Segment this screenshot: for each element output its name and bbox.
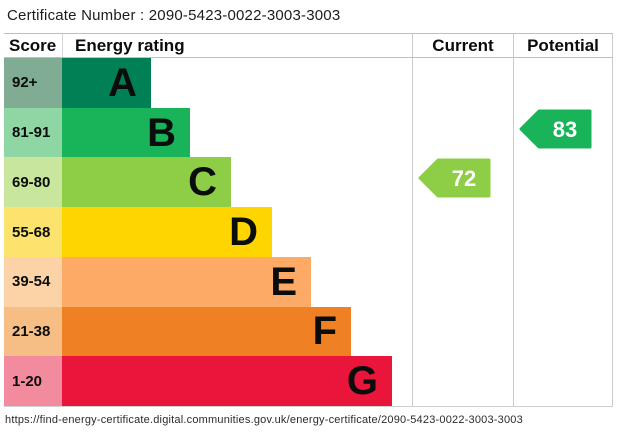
current-rating-arrow: 72 — [418, 158, 491, 198]
band-letter: D — [229, 210, 258, 255]
band-bar-area: F — [62, 306, 412, 357]
band-row: 55-68 D — [4, 207, 412, 257]
band-score-range: 1-20 — [4, 356, 62, 407]
header-potential: Potential — [513, 34, 613, 57]
band-letter: E — [270, 259, 297, 304]
band-bar: F — [62, 306, 351, 357]
certificate-url: https://find-energy-certificate.digital.… — [5, 414, 523, 426]
band-bar-area: C — [62, 157, 412, 208]
band-row: 92+ A — [4, 58, 412, 108]
band-bar-area: G — [62, 356, 412, 407]
energy-rating-table: Score Energy rating Current Potential 92… — [4, 33, 613, 407]
band-bar: E — [62, 256, 311, 307]
band-row: 39-54 E — [4, 256, 412, 307]
band-bar: B — [62, 107, 190, 158]
band-score-range: 55-68 — [4, 207, 62, 257]
band-bar-area: A — [62, 58, 412, 108]
header-current: Current — [412, 34, 513, 57]
rating-arrow-value: 72 — [452, 166, 476, 191]
band-row: 1-20 G — [4, 356, 412, 407]
band-score-range: 81-91 — [4, 107, 62, 158]
band-letter: B — [147, 110, 176, 155]
rating-arrow-shape — [519, 109, 592, 149]
band-letter: G — [346, 359, 378, 404]
rating-bands: 92+ A 81-91 B 69-80 C 55-68 D — [4, 58, 412, 407]
band-score-range: 69-80 — [4, 157, 62, 208]
rating-arrow-value: 83 — [553, 117, 577, 142]
potential-rating-column: 83 — [513, 58, 613, 406]
current-rating-column: 72 — [412, 58, 513, 406]
band-score-range: 21-38 — [4, 306, 62, 357]
band-bar: G — [62, 356, 392, 407]
band-bar-area: E — [62, 256, 412, 307]
band-bar-area: D — [62, 207, 412, 257]
band-row: 81-91 B — [4, 107, 412, 158]
table-header-row: Score Energy rating Current Potential — [4, 33, 613, 58]
band-score-range: 39-54 — [4, 256, 62, 307]
header-energy-rating: Energy rating — [62, 34, 412, 57]
band-letter: F — [312, 309, 337, 354]
table-body: 92+ A 81-91 B 69-80 C 55-68 D — [4, 58, 613, 407]
band-bar: C — [62, 157, 231, 208]
band-bar: A — [62, 58, 151, 108]
band-row: 21-38 F — [4, 306, 412, 357]
certificate-number-label: Certificate Number : 2090-5423-0022-3003… — [7, 7, 341, 24]
potential-rating-arrow: 83 — [519, 109, 592, 149]
band-row: 69-80 C — [4, 157, 412, 208]
band-score-range: 92+ — [4, 58, 62, 108]
header-score: Score — [9, 35, 57, 55]
band-letter: C — [188, 160, 217, 205]
band-letter: A — [108, 60, 137, 105]
rating-arrow-shape — [418, 158, 491, 198]
band-bar-area: B — [62, 107, 412, 158]
band-bar: D — [62, 207, 272, 257]
